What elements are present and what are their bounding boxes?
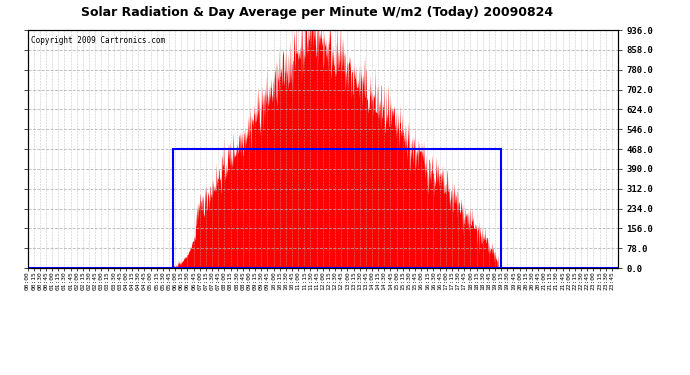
Text: Copyright 2009 Cartronics.com: Copyright 2009 Cartronics.com [30,36,165,45]
Text: Solar Radiation & Day Average per Minute W/m2 (Today) 20090824: Solar Radiation & Day Average per Minute… [81,6,553,19]
Bar [173,149,501,268]
